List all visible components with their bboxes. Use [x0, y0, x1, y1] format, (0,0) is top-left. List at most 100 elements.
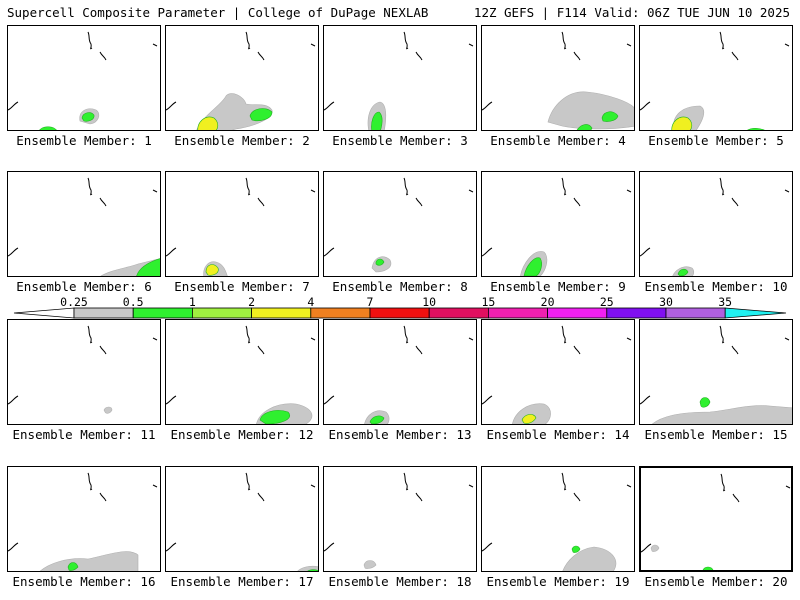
scp-contour-1 [547, 91, 634, 130]
coastline [310, 337, 316, 341]
map-field [640, 31, 790, 130]
coastline [561, 325, 567, 344]
coastline [482, 542, 493, 552]
ensemble-member-6-map[interactable] [7, 171, 161, 277]
coastline [257, 492, 265, 502]
ensemble-member-1-map[interactable] [7, 25, 161, 131]
run-valid-time: 12Z GEFS | F114 Valid: 06Z TUE JUN 10 20… [473, 5, 790, 20]
scp-contour-3 [671, 116, 693, 130]
scp-contour-1 [39, 551, 139, 571]
coastline [626, 484, 632, 488]
ensemble-member-12-map[interactable] [165, 319, 319, 425]
ensemble-member-label: Ensemble Member: 14 [486, 427, 630, 442]
scp-contour-2 [307, 569, 318, 571]
coastline [641, 543, 652, 553]
ensemble-member-20-map[interactable] [639, 466, 793, 572]
scp-contour-2 [369, 415, 385, 424]
colorbar-bin [428, 307, 489, 319]
scp-contour-2 [677, 268, 689, 276]
coastline [245, 177, 251, 196]
coastline [99, 492, 107, 502]
coastline [8, 542, 19, 552]
map-field [324, 472, 474, 569]
colorbar-tick-label: 30 [659, 295, 673, 309]
ensemble-member-13-map[interactable] [323, 319, 477, 425]
coastline [561, 31, 567, 50]
ensemble-member-3-map[interactable] [323, 25, 477, 131]
ensemble-member-label: Ensemble Member: 9 [490, 279, 626, 294]
ensemble-member-17-map[interactable] [165, 466, 319, 572]
scp-contour-2 [576, 124, 593, 130]
coastline [87, 177, 93, 196]
coastline [626, 43, 632, 47]
coastline [732, 493, 740, 503]
colorbar-bin [191, 307, 252, 319]
coastline [468, 484, 474, 488]
ensemble-member-label: Ensemble Member: 1 [16, 133, 152, 148]
ensemble-member-19-map[interactable] [481, 466, 635, 572]
ensemble-member-9-map[interactable] [481, 171, 635, 277]
scp-contour-2 [523, 257, 542, 276]
map-field [641, 473, 791, 570]
coastline [561, 177, 567, 196]
map-field [166, 177, 316, 276]
map-field [324, 325, 474, 424]
coastline [245, 472, 251, 491]
colorbar-bin [251, 307, 312, 319]
scp-contour-2 [375, 258, 385, 266]
coastline [152, 43, 158, 47]
ensemble-member-label: Ensemble Member: 18 [328, 574, 472, 589]
colorbar-tick-label: 25 [599, 295, 614, 309]
map-field [8, 31, 158, 130]
coastline [573, 492, 581, 502]
coastline [482, 247, 493, 257]
map-field [482, 472, 632, 571]
map-field [8, 472, 158, 571]
scp-contour-2 [702, 566, 714, 570]
colorbar-bin [132, 307, 193, 319]
ensemble-member-18-map[interactable] [323, 466, 477, 572]
ensemble-member-label: Ensemble Member: 20 [644, 574, 788, 589]
ensemble-member-4-map[interactable] [481, 25, 635, 131]
ensemble-member-7-map[interactable] [165, 171, 319, 277]
coastline [403, 177, 409, 196]
ensemble-member-8-map[interactable] [323, 171, 477, 277]
color-scale-legend: 0.25 0.5 1 2 4 7 10 15 20 25 30 35 [0, 295, 800, 324]
scp-contour-2 [249, 108, 273, 122]
scp-contour-2 [81, 112, 95, 122]
coastline [166, 101, 177, 111]
ensemble-member-5-map[interactable] [639, 25, 793, 131]
map-field [482, 177, 632, 276]
coastline [720, 473, 726, 492]
coastline [257, 197, 265, 207]
colorbar-tick-label: 10 [422, 295, 437, 309]
ensemble-member-14-map[interactable] [481, 319, 635, 425]
colorbar-tick-label: 4 [307, 295, 315, 309]
map-field [166, 325, 316, 424]
coastline [245, 325, 251, 344]
coastline [573, 51, 581, 61]
map-field [8, 325, 158, 414]
ensemble-member-label: Ensemble Member: 13 [328, 427, 472, 442]
scp-contour-2 [747, 127, 765, 130]
colorbar-bin [547, 307, 608, 319]
coastline [324, 395, 335, 405]
coastline [719, 31, 725, 50]
map-field [324, 177, 474, 273]
ensemble-member-16-map[interactable] [7, 466, 161, 572]
ensemble-member-2-map[interactable] [165, 25, 319, 131]
ensemble-member-10-map[interactable] [639, 171, 793, 277]
scp-contour-2 [699, 397, 711, 408]
map-title: Supercell Composite Parameter | College … [7, 5, 429, 20]
scp-contour-2 [259, 410, 290, 424]
ensemble-member-11-map[interactable] [7, 319, 161, 425]
coastline [415, 51, 423, 61]
colorbar-bin [665, 307, 726, 319]
ensemble-member-label: Ensemble Member: 19 [486, 574, 630, 589]
coastline [784, 43, 790, 47]
ensemble-member-15-map[interactable] [639, 319, 793, 425]
color-scale-bar [13, 307, 787, 319]
ensemble-member-label: Ensemble Member: 12 [170, 427, 314, 442]
coastline [324, 101, 335, 111]
scp-contour-1 [651, 405, 792, 424]
